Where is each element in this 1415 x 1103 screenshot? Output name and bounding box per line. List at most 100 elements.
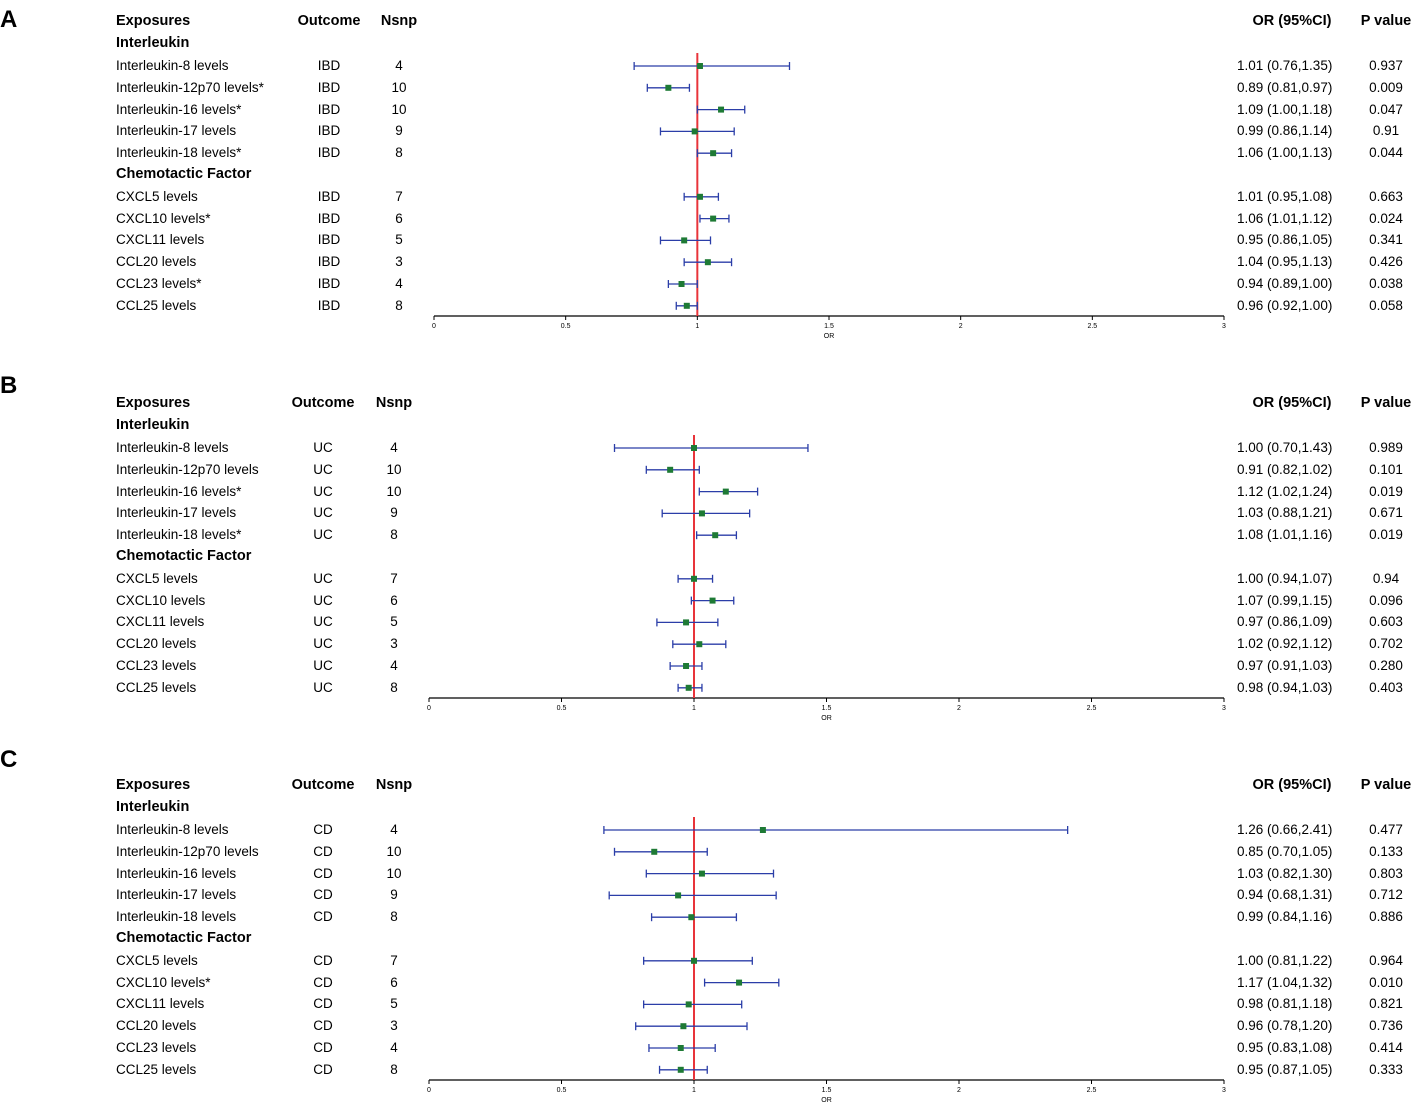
outcome-label: CD [313, 865, 333, 881]
exposure-label: CCL25 levels [116, 1061, 197, 1077]
exposure-label: CCL23 levels [116, 1040, 197, 1055]
x-tick-label: 1.5 [824, 323, 834, 330]
outcome-label: CD [313, 996, 333, 1012]
nsnp-value: 8 [390, 527, 398, 543]
outcome-label: CD [313, 952, 333, 968]
x-tick-label: 2 [957, 1087, 961, 1094]
exposure-label: CXCL11 levels [116, 996, 205, 1012]
or-point [710, 215, 717, 222]
header-outcome: Outcome [291, 395, 355, 411]
x-tick-label: 2.5 [1087, 705, 1097, 712]
or-ci-value: 1.03 (0.82,1.30) [1237, 865, 1333, 881]
x-tick-label: 1.5 [822, 705, 832, 712]
or-point [685, 684, 692, 691]
nsnp-value: 10 [391, 101, 407, 117]
p-value: 0.821 [1369, 996, 1403, 1012]
outcome-label: UC [313, 614, 333, 630]
or-point [698, 870, 705, 877]
header-nsnp: Nsnp [375, 777, 413, 793]
exposure-label: Interleukin-16 levels* [116, 483, 242, 499]
or-ci-value: 0.94 (0.68,1.31) [1237, 887, 1333, 903]
nsnp-value: 10 [391, 79, 407, 95]
exposure-label: Interleukin-16 levels [116, 865, 237, 881]
outcome-label: IBD [317, 58, 341, 73]
outcome-label: IBD [317, 297, 341, 313]
nsnp-value: 5 [390, 996, 398, 1012]
p-value: 0.024 [1369, 210, 1403, 226]
or-ci-value: 1.01 (0.95,1.08) [1237, 188, 1333, 204]
header-outcome: Outcome [291, 777, 355, 793]
x-tick-label: 1 [692, 705, 696, 712]
or-point [691, 445, 697, 451]
x-tick-label: 2 [957, 705, 961, 712]
or-point [680, 1023, 687, 1030]
p-value: 0.426 [1369, 254, 1403, 270]
or-point [696, 63, 703, 69]
x-tick-label: 0.5 [561, 323, 571, 330]
nsnp-value: 3 [395, 254, 403, 270]
nsnp-value: 8 [395, 145, 403, 161]
x-tick-label: 2.5 [1087, 323, 1097, 330]
or-point [691, 575, 697, 582]
p-value: 0.280 [1369, 658, 1403, 673]
nsnp-value: 5 [395, 232, 403, 248]
or-ci-value: 0.96 (0.78,1.20) [1237, 1018, 1333, 1034]
x-tick-label: 1 [692, 1087, 696, 1094]
nsnp-value: 8 [390, 679, 398, 695]
outcome-label: UC [313, 592, 333, 608]
p-value: 0.019 [1369, 483, 1403, 499]
outcome-label: IBD [317, 210, 341, 226]
p-value: 0.403 [1369, 679, 1403, 695]
outcome-label: IBD [317, 101, 341, 117]
group-label-interleukin: Interleukin [116, 799, 190, 816]
exposure-label: CXCL11 levels [116, 614, 205, 630]
exposure-label: CXCL10 levels* [116, 974, 211, 990]
outcome-label: CD [313, 909, 333, 925]
outcome-label: UC [313, 483, 333, 499]
nsnp-value: 10 [386, 865, 402, 881]
nsnp-value: 4 [395, 58, 403, 73]
p-value: 0.101 [1369, 461, 1403, 477]
exposure-label: Interleukin-18 levels* [116, 145, 242, 161]
or-point [678, 281, 685, 287]
or-point [677, 1066, 684, 1073]
or-point [718, 106, 725, 113]
p-value: 0.663 [1369, 188, 1403, 204]
or-point [691, 957, 697, 964]
group-label-interleukin: Interleukin [116, 35, 190, 52]
nsnp-value: 9 [390, 887, 398, 903]
p-value: 0.096 [1369, 592, 1403, 608]
or-ci-value: 0.95 (0.86,1.05) [1237, 232, 1333, 248]
or-point [722, 488, 729, 495]
header-p-value: P value [1360, 13, 1412, 29]
exposure-label: Interleukin-17 levels [116, 887, 237, 903]
or-point [688, 914, 695, 921]
exposure-label: Interleukin-17 levels [116, 505, 237, 521]
p-value: 0.886 [1369, 909, 1403, 925]
header-exposures: Exposures [116, 777, 191, 793]
x-tick-label: 2.5 [1087, 1087, 1097, 1094]
or-ci-value: 1.12 (1.02,1.24) [1237, 483, 1333, 499]
outcome-label: UC [313, 461, 333, 477]
p-value: 0.044 [1369, 145, 1403, 161]
header-exposures: Exposures [116, 13, 191, 29]
or-point [696, 193, 703, 200]
header-exposures: Exposures [116, 395, 191, 411]
exposure-label: Interleukin-8 levels [116, 440, 229, 455]
outcome-label: IBD [317, 254, 341, 270]
or-ci-value: 0.85 (0.70,1.05) [1237, 843, 1333, 859]
p-value: 0.989 [1369, 440, 1403, 455]
or-ci-value: 1.01 (0.76,1.35) [1237, 58, 1333, 73]
exposure-label: CXCL10 levels [116, 592, 206, 608]
or-ci-value: 0.96 (0.92,1.00) [1237, 297, 1333, 313]
outcome-label: IBD [317, 79, 341, 95]
nsnp-value: 4 [390, 440, 398, 455]
exposure-label: Interleukin-8 levels [116, 58, 229, 73]
p-value: 0.477 [1369, 822, 1403, 837]
or-point [696, 641, 703, 648]
exposure-label: CXCL5 levels [116, 188, 198, 204]
x-tick-label: 3 [1222, 705, 1226, 712]
